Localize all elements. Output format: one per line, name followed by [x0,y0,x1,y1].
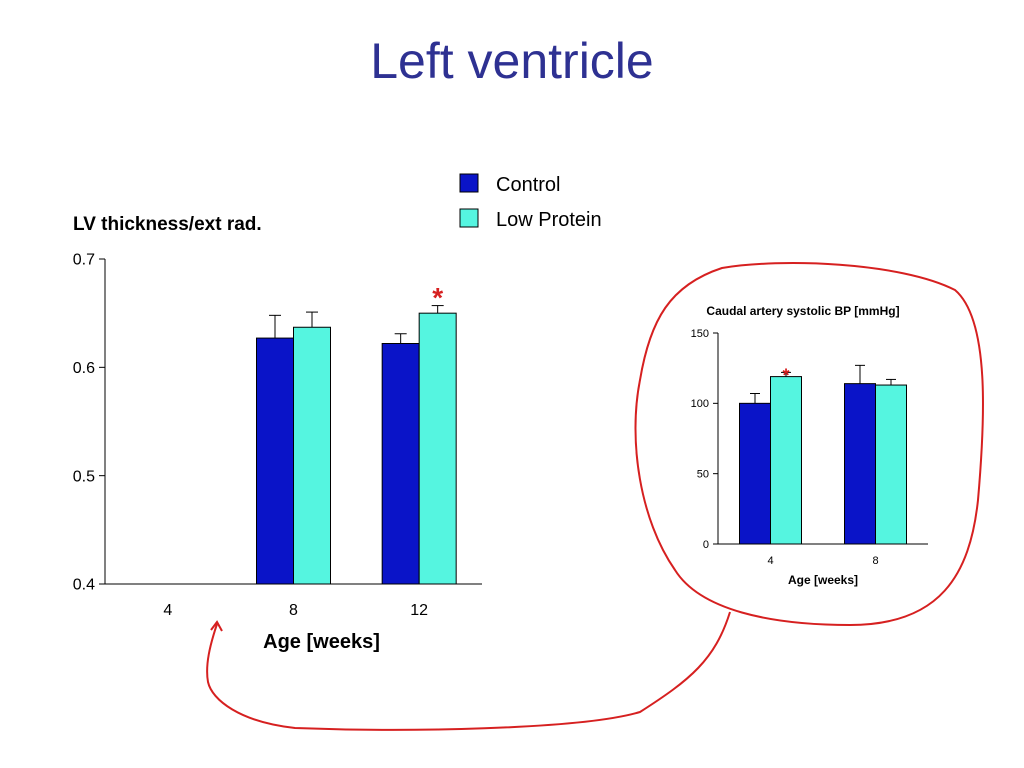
significance-marker: * [782,366,789,386]
bar [875,384,907,545]
legend-swatch-control [459,173,479,193]
y-axis-label: LV thickness/ext rad. [73,214,262,235]
y-tick-label: 0.4 [73,577,95,594]
x-axis-label: Age [weeks] [788,573,858,587]
y-tick-label: 0.7 [73,252,95,269]
legend-label-control: Control [496,174,560,196]
x-tick-label: 8 [289,602,298,619]
y-tick-label: 0 [703,539,709,551]
x-tick-label: 4 [163,602,172,619]
lv-thickness-chart: 0.4 0.5 0.6 0.7 4 8 12 * LV thickness/ext rad. Ag… [73,214,482,653]
y-tick-label: 50 [697,469,709,481]
x-tick-label: 4 [767,555,773,567]
y-tick-label: 0.5 [73,468,95,485]
bar [770,376,802,545]
connector-arrow [206,611,731,731]
chart-title: Caudal artery systolic BP [mmHg] [706,304,899,318]
x-tick-label: 12 [410,602,428,619]
bar [739,402,771,545]
bar [418,312,457,585]
legend-swatch-low-protein [459,208,479,228]
y-tick-label: 150 [691,328,709,340]
slide-title: Left ventricle [370,33,654,89]
x-tick-label: 8 [872,555,878,567]
legend: Control Low Protein [459,173,602,231]
bar [256,337,294,585]
y-tick-label: 100 [691,398,709,410]
caudal-bp-chart: 0 50 100 150 4 8 * Caudal artery systolic BP [m… [691,304,928,587]
arrowhead-icon [210,620,223,632]
x-axis-label: Age [weeks] [263,631,380,653]
highlight-loop [634,262,985,627]
bar [381,343,420,585]
legend-label-low-protein: Low Protein [496,209,602,231]
significance-marker: * [432,282,443,313]
y-tick-label: 0.6 [73,360,95,377]
bar [844,383,876,545]
bar [293,326,331,585]
